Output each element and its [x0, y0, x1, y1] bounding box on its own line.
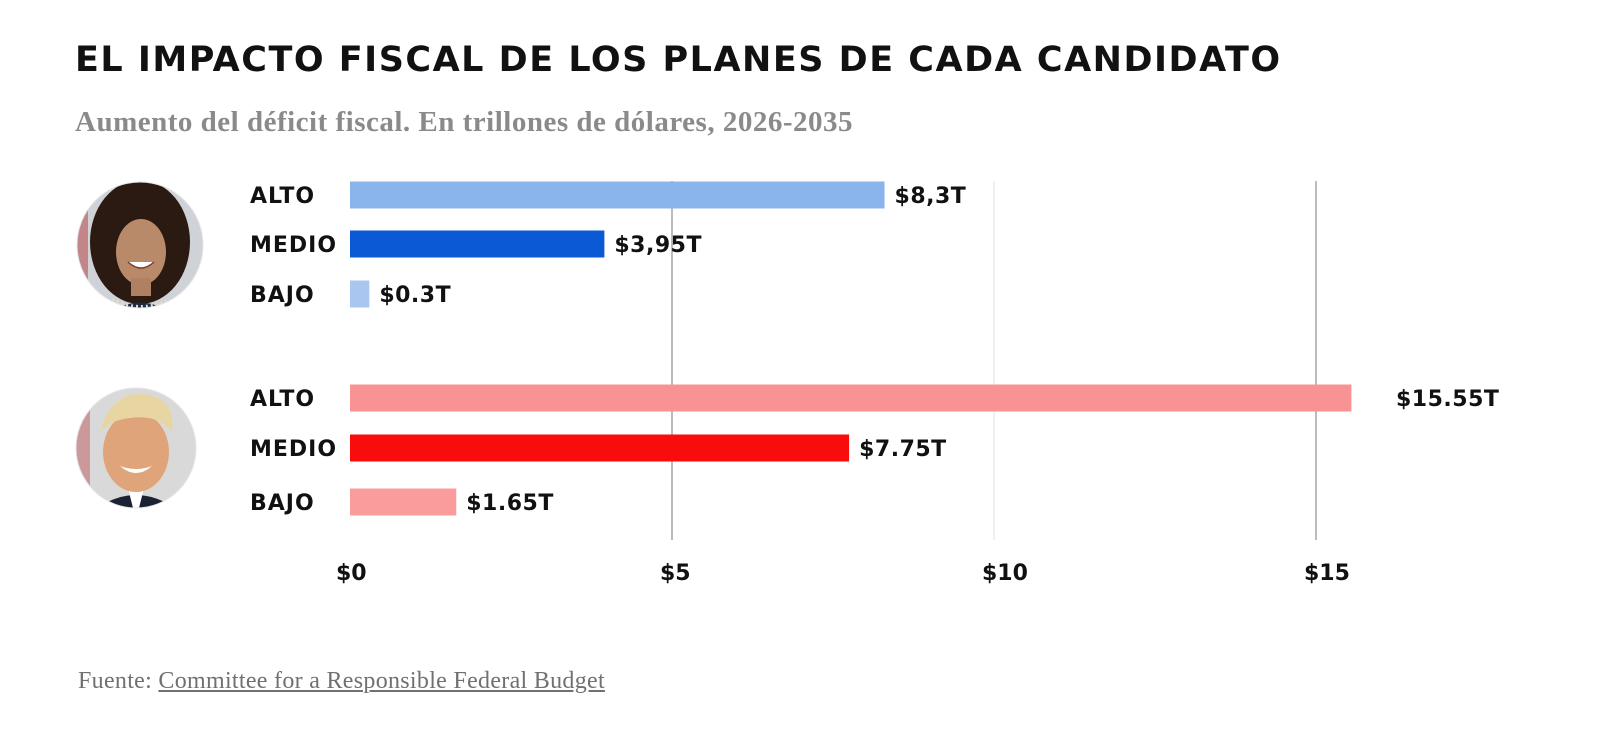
category-label: MEDIO	[250, 233, 337, 258]
category-label: BAJO	[250, 283, 315, 308]
x-tick-label: $10	[982, 561, 1028, 586]
bar-1-medio	[350, 434, 850, 462]
grid-lines	[671, 181, 1317, 540]
candidate-portrait-2	[75, 387, 197, 509]
x-tick-label: $5	[660, 561, 691, 586]
data-label: $3,95T	[614, 233, 702, 258]
chart-title: EL IMPACTO FISCAL DE LOS PLANES DE CADA …	[75, 40, 1282, 80]
bar-1-bajo	[350, 488, 457, 516]
chart-subtitle: Aumento del déficit fiscal. En trillones…	[75, 106, 853, 138]
category-label: ALTO	[250, 184, 315, 209]
data-label: $0.3T	[379, 283, 451, 308]
source-link[interactable]: Committee for a Responsible Federal Budg…	[158, 668, 605, 694]
category-label: BAJO	[250, 491, 315, 516]
bar-0-medio	[350, 230, 605, 258]
bar-0-alto	[350, 181, 885, 209]
x-tick-label: $15	[1304, 561, 1350, 586]
candidate-portrait-1	[76, 181, 204, 309]
data-label: $8,3T	[895, 184, 967, 209]
source-prefix: Fuente:	[78, 668, 153, 694]
source-note: Fuente: Committee for a Responsible Fede…	[78, 668, 605, 695]
bar-chart: ALTO $8,3T MEDIO $3,95T BAJO $0.3T ALTO $15.55T…	[75, 181, 1499, 586]
x-axis: $0 $5 $10 $15	[336, 561, 1350, 586]
bars: ALTO $8,3T MEDIO $3,95T BAJO $0.3T ALTO $15.55T…	[250, 181, 1499, 516]
x-tick-label: $0	[336, 561, 367, 586]
category-label: ALTO	[250, 387, 315, 412]
data-label: $1.65T	[466, 491, 554, 516]
data-label: $7.75T	[859, 437, 947, 462]
bar-0-bajo	[350, 280, 370, 308]
bar-1-alto	[350, 384, 1352, 412]
data-label: $15.55T	[1396, 387, 1499, 412]
category-label: MEDIO	[250, 437, 337, 462]
